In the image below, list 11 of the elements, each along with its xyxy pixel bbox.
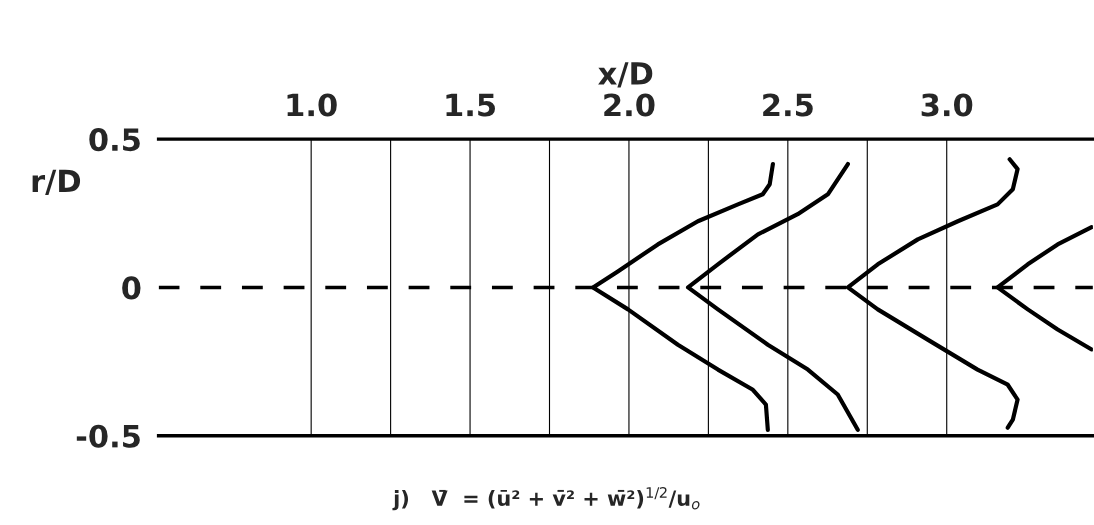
x-axis-title: x/D [598, 62, 653, 88]
x-tick-label: 1.0 [287, 93, 337, 117]
y-tick-label: -0.5 [76, 424, 140, 448]
text: j) V̄ = (ū² + v̄² + w̄²)$^{1/2}$/u$_{o}$ [392, 486, 700, 511]
x-tick-label: 2.5 [763, 93, 813, 117]
y-tick-label: 0 [122, 276, 141, 300]
y-axis-title: r/D [32, 169, 81, 195]
x-tick-label: 2.0 [604, 93, 655, 117]
x-tick-label: 3.0 [921, 93, 973, 117]
y-tick-label: 0.5 [89, 128, 140, 152]
x-tick-label: 1.5 [446, 93, 495, 117]
